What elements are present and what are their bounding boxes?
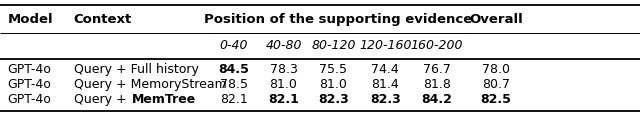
Text: Context: Context xyxy=(74,13,132,26)
Text: Query +: Query + xyxy=(74,93,130,106)
Text: 76.7: 76.7 xyxy=(423,63,451,76)
Text: GPT-4o: GPT-4o xyxy=(8,63,52,76)
Text: 82.3: 82.3 xyxy=(370,93,401,106)
Text: 78.5: 78.5 xyxy=(220,78,248,91)
Text: Query + Full history: Query + Full history xyxy=(74,63,198,76)
Text: Query + MemoryStream: Query + MemoryStream xyxy=(74,78,227,91)
Text: Model: Model xyxy=(8,13,53,26)
Text: 74.4: 74.4 xyxy=(371,63,399,76)
Text: 81.4: 81.4 xyxy=(371,78,399,91)
Text: 82.1: 82.1 xyxy=(220,93,248,106)
Text: GPT-4o: GPT-4o xyxy=(8,78,52,91)
Text: 84.5: 84.5 xyxy=(218,63,249,76)
Text: Position of the supporting evidence: Position of the supporting evidence xyxy=(204,13,473,26)
Text: 82.5: 82.5 xyxy=(481,93,511,106)
Text: 82.1: 82.1 xyxy=(268,93,299,106)
Text: Overall: Overall xyxy=(469,13,523,26)
Text: 78.3: 78.3 xyxy=(269,63,298,76)
Text: 120-160: 120-160 xyxy=(359,39,412,52)
Text: MemTree: MemTree xyxy=(132,93,196,106)
Text: 80.7: 80.7 xyxy=(482,78,510,91)
Text: 84.2: 84.2 xyxy=(422,93,452,106)
Text: 160-200: 160-200 xyxy=(411,39,463,52)
Text: 81.0: 81.0 xyxy=(319,78,348,91)
Text: 81.8: 81.8 xyxy=(423,78,451,91)
Text: 40-80: 40-80 xyxy=(265,39,302,52)
Text: 80-120: 80-120 xyxy=(311,39,356,52)
Text: 75.5: 75.5 xyxy=(319,63,348,76)
Text: 78.0: 78.0 xyxy=(482,63,510,76)
Text: 82.3: 82.3 xyxy=(318,93,349,106)
Text: 0-40: 0-40 xyxy=(220,39,248,52)
Text: 81.0: 81.0 xyxy=(269,78,298,91)
Text: GPT-4o: GPT-4o xyxy=(8,93,52,106)
